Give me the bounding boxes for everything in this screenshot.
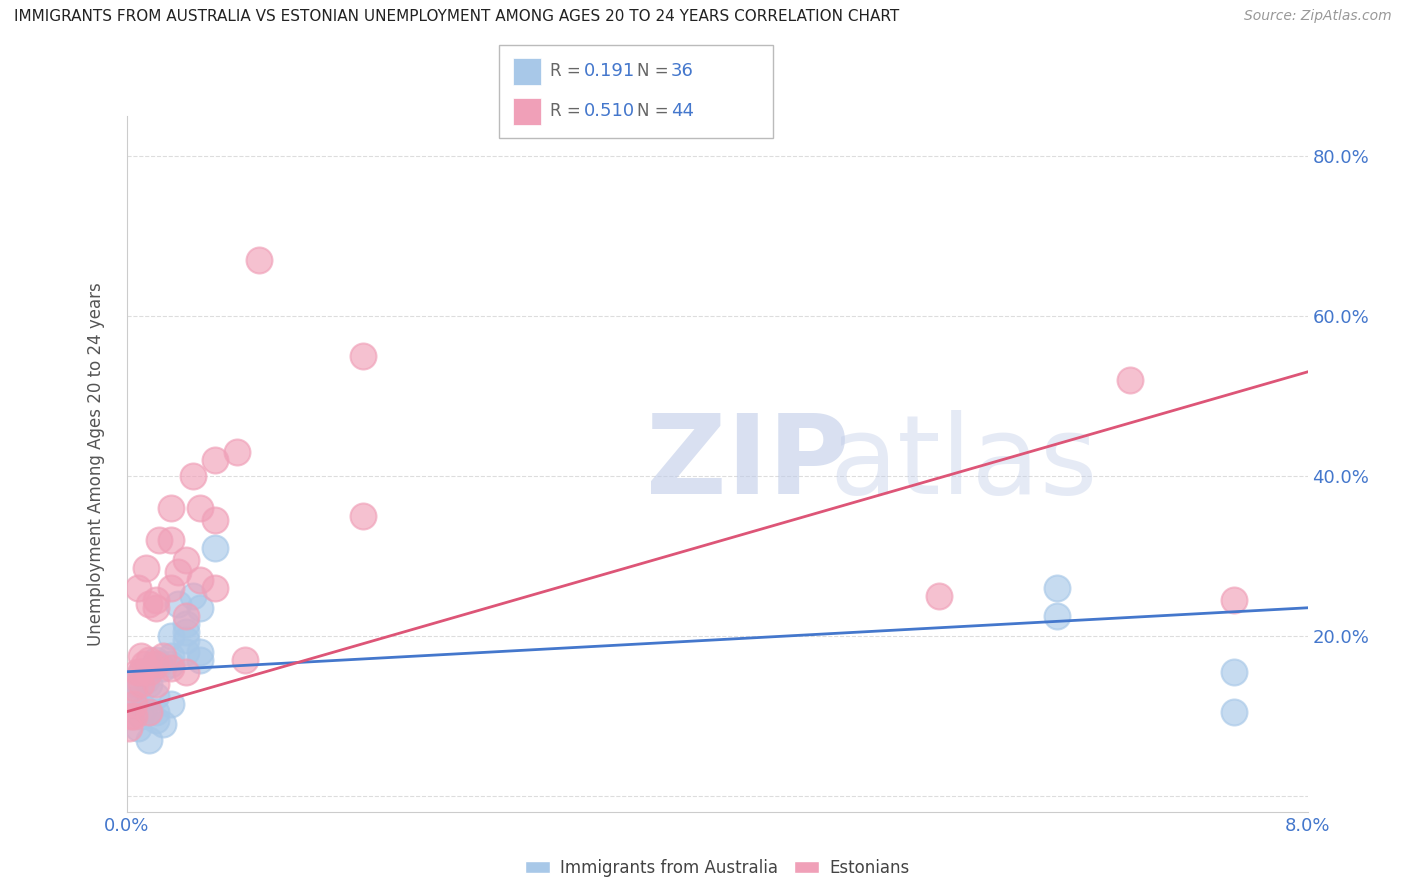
Y-axis label: Unemployment Among Ages 20 to 24 years: Unemployment Among Ages 20 to 24 years bbox=[87, 282, 105, 646]
Point bbox=[120, 685, 142, 699]
Point bbox=[1222, 665, 1246, 679]
Point bbox=[1045, 581, 1069, 595]
Point bbox=[174, 665, 197, 679]
Point bbox=[138, 653, 160, 667]
Point bbox=[120, 708, 142, 723]
Point bbox=[127, 721, 149, 735]
Point bbox=[174, 616, 197, 631]
Text: ZIP: ZIP bbox=[647, 410, 849, 517]
Point bbox=[135, 561, 157, 575]
Point bbox=[160, 697, 183, 711]
Point bbox=[135, 673, 157, 687]
Point bbox=[152, 661, 174, 675]
Text: 0.510: 0.510 bbox=[583, 103, 634, 120]
Point bbox=[188, 573, 211, 587]
Point bbox=[160, 533, 183, 547]
Point bbox=[247, 252, 270, 267]
Legend: Immigrants from Australia, Estonians: Immigrants from Australia, Estonians bbox=[517, 852, 917, 883]
Point bbox=[352, 508, 374, 523]
Point bbox=[226, 445, 249, 459]
Point bbox=[124, 677, 146, 691]
Point bbox=[204, 581, 226, 595]
Point bbox=[138, 705, 160, 719]
Point bbox=[141, 661, 163, 675]
Point bbox=[174, 624, 197, 639]
Point bbox=[134, 657, 156, 671]
Point bbox=[148, 657, 170, 671]
Point bbox=[129, 665, 153, 679]
Point bbox=[181, 589, 204, 603]
Point bbox=[160, 629, 183, 643]
Point bbox=[160, 581, 183, 595]
Point bbox=[145, 657, 167, 671]
Text: Source: ZipAtlas.com: Source: ZipAtlas.com bbox=[1244, 9, 1392, 23]
Point bbox=[152, 716, 174, 731]
Text: 44: 44 bbox=[671, 103, 693, 120]
Point bbox=[145, 653, 167, 667]
Point bbox=[181, 468, 204, 483]
Text: R =: R = bbox=[550, 103, 586, 120]
Point bbox=[1222, 592, 1246, 607]
Point bbox=[122, 681, 145, 695]
Point bbox=[233, 653, 256, 667]
Point bbox=[174, 645, 197, 659]
Point bbox=[122, 708, 145, 723]
Point bbox=[188, 500, 211, 515]
Text: IMMIGRANTS FROM AUSTRALIA VS ESTONIAN UNEMPLOYMENT AMONG AGES 20 TO 24 YEARS COR: IMMIGRANTS FROM AUSTRALIA VS ESTONIAN UN… bbox=[14, 9, 900, 24]
Point bbox=[138, 665, 160, 679]
Point bbox=[167, 597, 190, 611]
Point bbox=[928, 589, 950, 603]
Point bbox=[138, 597, 160, 611]
Point bbox=[129, 665, 153, 679]
Point bbox=[204, 541, 226, 555]
Point bbox=[145, 713, 167, 727]
Point bbox=[352, 349, 374, 363]
Point bbox=[134, 700, 156, 714]
Text: 0.191: 0.191 bbox=[583, 62, 634, 80]
Text: atlas: atlas bbox=[830, 410, 1098, 517]
Point bbox=[188, 653, 211, 667]
Point bbox=[174, 553, 197, 567]
Point bbox=[174, 608, 197, 623]
Point bbox=[145, 600, 167, 615]
Point bbox=[188, 600, 211, 615]
Point bbox=[129, 648, 153, 663]
Point bbox=[138, 677, 160, 691]
Point bbox=[145, 689, 167, 703]
Point bbox=[125, 665, 148, 679]
Point bbox=[145, 677, 167, 691]
Point bbox=[118, 721, 141, 735]
Point bbox=[1222, 705, 1246, 719]
Point bbox=[148, 533, 170, 547]
Point bbox=[129, 677, 153, 691]
Point bbox=[129, 708, 153, 723]
Point bbox=[204, 513, 226, 527]
Point bbox=[160, 648, 183, 663]
Point bbox=[122, 697, 145, 711]
Point bbox=[204, 453, 226, 467]
Point bbox=[152, 648, 174, 663]
Point bbox=[160, 500, 183, 515]
Point bbox=[1045, 608, 1069, 623]
Point bbox=[188, 645, 211, 659]
Point bbox=[174, 632, 197, 647]
Point bbox=[127, 581, 149, 595]
Point bbox=[1119, 373, 1142, 387]
Point bbox=[138, 732, 160, 747]
Point bbox=[122, 692, 145, 706]
Point bbox=[160, 661, 183, 675]
Text: N =: N = bbox=[637, 103, 673, 120]
Text: N =: N = bbox=[637, 62, 673, 80]
Point bbox=[145, 592, 167, 607]
Text: 36: 36 bbox=[671, 62, 693, 80]
Point bbox=[145, 705, 167, 719]
Text: R =: R = bbox=[550, 62, 586, 80]
Point bbox=[160, 657, 183, 671]
Point bbox=[167, 565, 190, 579]
